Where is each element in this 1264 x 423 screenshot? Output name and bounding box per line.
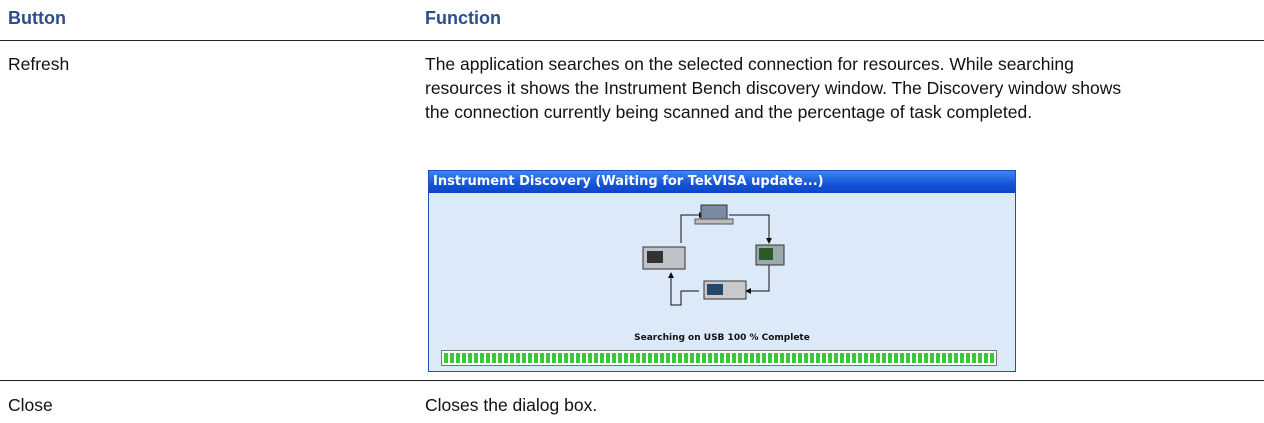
row-button: Refresh (8, 54, 70, 74)
row-button: Close (8, 395, 53, 415)
discovery-window: Instrument Discovery (Waiting for TekVIS… (428, 170, 1016, 372)
laptop-icon (700, 204, 728, 220)
discovery-diagram (642, 204, 785, 306)
window-title: Instrument Discovery (Waiting for TekVIS… (429, 171, 1015, 193)
header-function: Function (425, 8, 501, 28)
header-rule (0, 40, 1264, 41)
row-function: Closes the dialog box. (425, 395, 598, 415)
progress-bar (441, 350, 997, 366)
row-function: The application searches on the selected… (425, 54, 1122, 122)
status-text: Searching on USB 100 % Complete (634, 333, 810, 343)
row-rule (0, 380, 1264, 381)
header-button: Button (8, 8, 66, 28)
